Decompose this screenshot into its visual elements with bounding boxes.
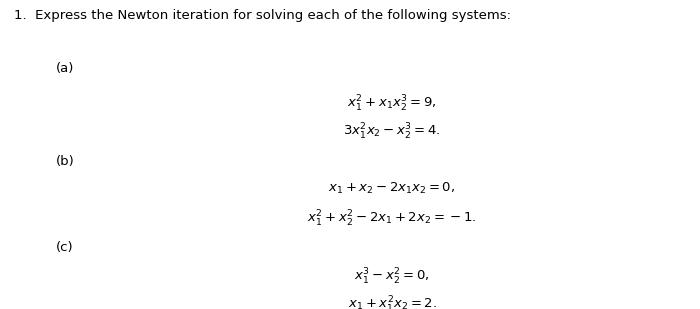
Text: $x_1^2 + x_1 x_2^3 = 9,$: $x_1^2 + x_1 x_2^3 = 9,$ xyxy=(347,94,437,114)
Text: (b): (b) xyxy=(56,154,75,167)
Text: 1.  Express the Newton iteration for solving each of the following systems:: 1. Express the Newton iteration for solv… xyxy=(14,9,511,22)
Text: $x_1 + x_1^2 x_2 = 2.$: $x_1 + x_1^2 x_2 = 2.$ xyxy=(347,295,437,309)
Text: $x_1^3 - x_2^2 = 0,$: $x_1^3 - x_2^2 = 0,$ xyxy=(354,267,430,287)
Text: (a): (a) xyxy=(56,62,74,75)
Text: $x_1^2 + x_2^2 - 2x_1 + 2x_2 = -1.$: $x_1^2 + x_2^2 - 2x_1 + 2x_2 = -1.$ xyxy=(307,209,477,229)
Text: $x_1 + x_2 - 2x_1 x_2 = 0,$: $x_1 + x_2 - 2x_1 x_2 = 0,$ xyxy=(328,181,456,196)
Text: (c): (c) xyxy=(56,241,74,254)
Text: $3x_1^2 x_2 - x_2^3 = 4.$: $3x_1^2 x_2 - x_2^3 = 4.$ xyxy=(343,122,441,142)
